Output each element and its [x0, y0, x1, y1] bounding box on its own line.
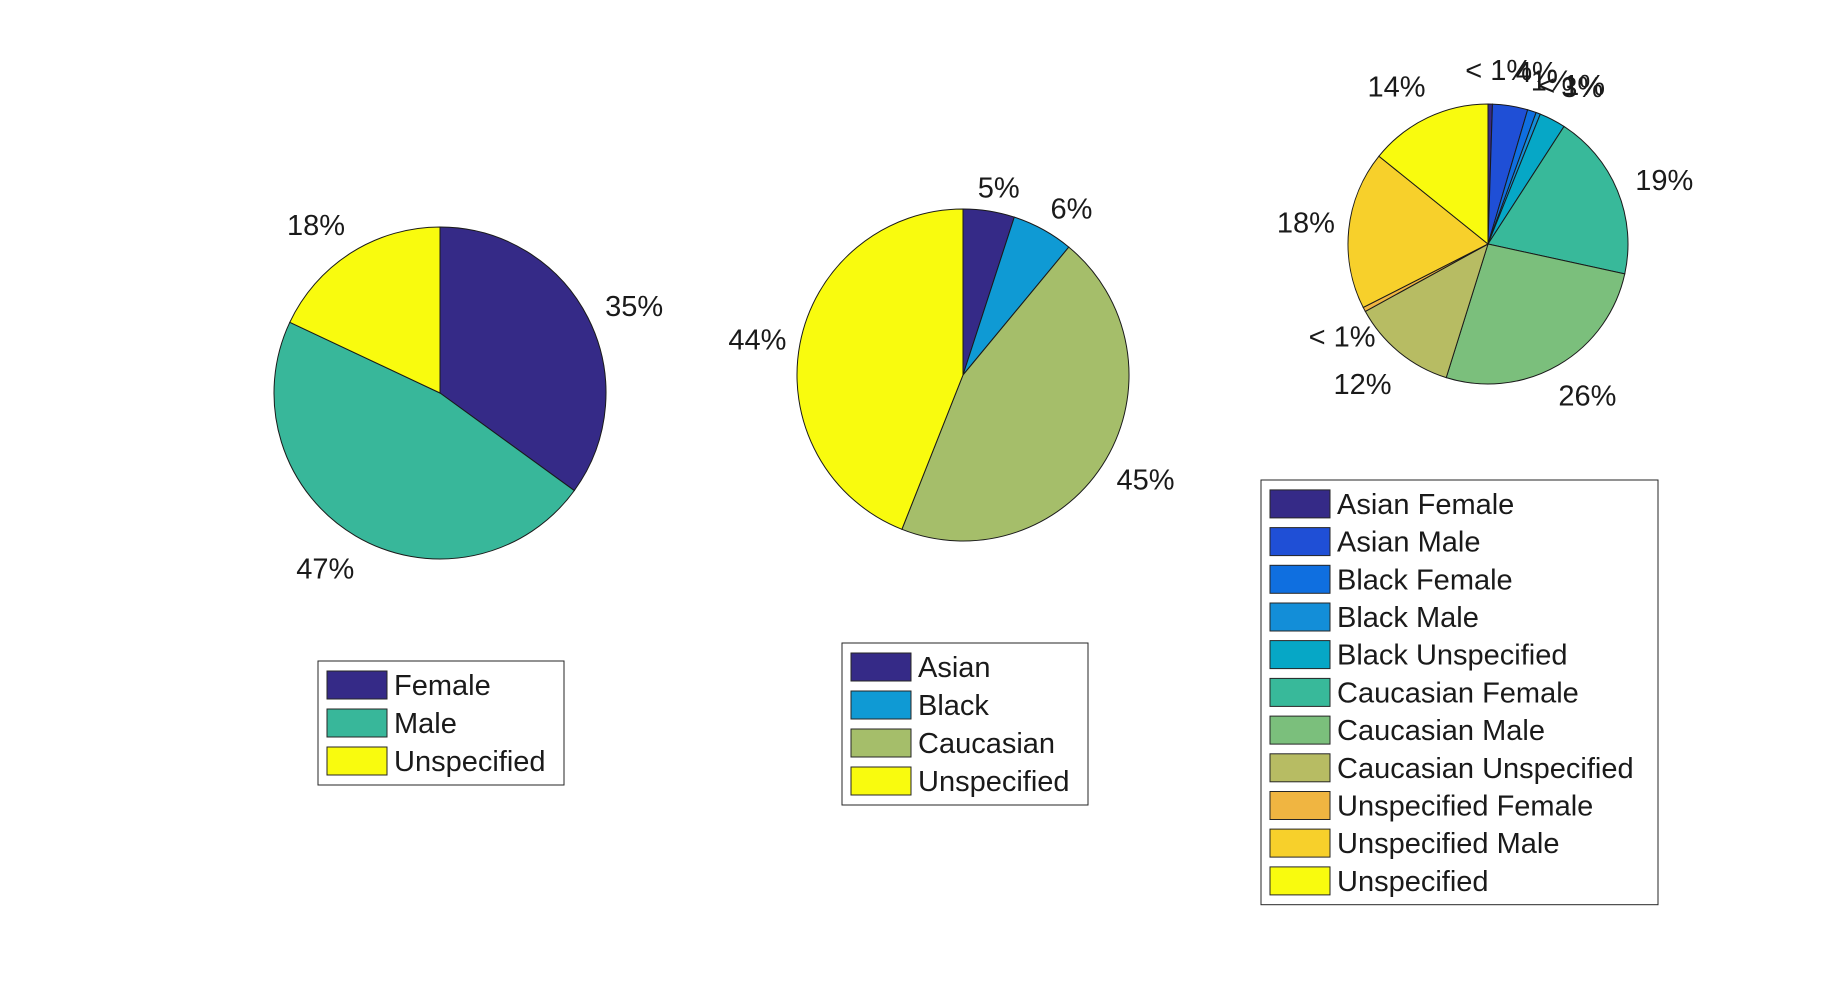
pie-1-slice-female	[439, 226, 607, 492]
legend-2-swatch-caucasian	[850, 728, 912, 758]
legend-3-swatch-black-unspecified	[1269, 640, 1331, 670]
pie-1-label-unspecified: 18%	[287, 210, 345, 242]
legend-3-entry-black-female: Black Female	[1337, 564, 1513, 596]
pie-3-label-unspecified-male: 18%	[1277, 208, 1335, 240]
legend-3-entry-caucasian-unspecified: Caucasian Unspecified	[1337, 753, 1634, 785]
legend-3-swatch-unspecified-female	[1269, 791, 1331, 820]
pie-3-label-unspecified: 14%	[1367, 72, 1425, 104]
legend-3-swatch-unspecified-male	[1269, 828, 1331, 858]
legend-2-entry-unspecified: Unspecified	[918, 766, 1070, 798]
pie-2-slice-unspecified	[796, 208, 964, 530]
pie-3-label-caucasian-female: 19%	[1635, 165, 1693, 197]
pie-3-label-asian-male: 4%	[1516, 57, 1558, 89]
pie-3-slice-unspecified	[1378, 103, 1489, 246]
legend-1-entry-unspecified: Unspecified	[394, 746, 546, 778]
pie-3-label-asian-female: < 1%	[1465, 55, 1532, 87]
pie-chart-2: 5% 6% 45% 44%	[728, 172, 1175, 542]
pie-3-label-black-unspecified: 3%	[1561, 72, 1603, 104]
pie-3-label-caucasian-unspecified: 12%	[1334, 369, 1392, 401]
pie-2-label-black: 6%	[1051, 194, 1093, 226]
legend-3-entry-asian-male: Asian Male	[1337, 527, 1480, 559]
legend-3-entry-asian-female: Asian Female	[1337, 489, 1514, 521]
legend-3-entry-black-unspecified: Black Unspecified	[1337, 640, 1568, 672]
legend-3-swatch-asian-male	[1269, 527, 1331, 557]
pie-1-label-female: 35%	[605, 291, 663, 323]
pie-3-label-caucasian-male: 26%	[1558, 380, 1616, 412]
legend-1-swatch-female	[326, 670, 388, 700]
pie-3-label-black-female: 1%	[1531, 66, 1573, 98]
legend-3-swatch-unspecified	[1269, 866, 1331, 896]
legend-3-swatch-black-male	[1269, 602, 1331, 632]
pie-2-label-caucasian: 45%	[1117, 465, 1175, 497]
legend-2: Asian Black Caucasian Unspecified	[841, 642, 1089, 806]
pie-3-label-unspecified-female: < 1%	[1309, 322, 1376, 354]
legend-3: Asian Female Asian Male Black Female Black …	[1260, 479, 1659, 906]
legend-3-entry-black-male: Black Male	[1337, 602, 1479, 634]
pie-2-slice-caucasian	[901, 246, 1130, 542]
legend-3-entry-caucasian-female: Caucasian Female	[1337, 677, 1579, 709]
legend-2-swatch-asian	[850, 652, 912, 682]
pie-chart-1: 35% 47% 18%	[273, 210, 663, 585]
pie-2-label-asian: 5%	[978, 172, 1020, 204]
legend-1-swatch-unspecified	[326, 746, 388, 776]
pie-1-label-male: 47%	[296, 553, 354, 585]
pie-1-slice-unspecified	[289, 226, 441, 394]
legend-2-entry-black: Black	[918, 690, 989, 722]
legend-1: Female Male Unspecified	[317, 660, 565, 786]
legend-1-entry-female: Female	[394, 670, 491, 702]
legend-3-entry-caucasian-male: Caucasian Male	[1337, 715, 1545, 747]
legend-3-swatch-caucasian-male	[1269, 715, 1331, 745]
pie-3-slice-unspecified-male	[1347, 155, 1489, 309]
pie-2-label-unspecified: 44%	[728, 324, 786, 356]
legend-1-swatch-male	[326, 708, 388, 738]
legend-3-entry-unspecified: Unspecified	[1337, 866, 1489, 898]
legend-2-swatch-black	[850, 690, 912, 720]
pie-1-slice-male	[273, 321, 575, 560]
legend-3-entry-unspecified-female: Unspecified Female	[1337, 791, 1593, 823]
legend-3-swatch-black-female	[1269, 564, 1331, 594]
legend-3-swatch-caucasian-female	[1269, 677, 1331, 707]
legend-1-entry-male: Male	[394, 708, 457, 740]
pie-3-slice-caucasian-male	[1445, 243, 1626, 385]
legend-3-swatch-caucasian-unspecified	[1269, 753, 1331, 783]
legend-3-swatch-asian-female	[1269, 489, 1331, 519]
pie-3-slice-caucasian-unspecified	[1364, 242, 1489, 379]
legend-2-entry-caucasian: Caucasian	[918, 728, 1055, 760]
legend-2-entry-asian: Asian	[918, 652, 991, 684]
legend-2-swatch-unspecified	[850, 766, 912, 796]
legend-3-entry-unspecified-male: Unspecified Male	[1337, 828, 1559, 860]
pie-chart-3: < 1%4%1%< 1%3%19%26%12%< 1%18%14%	[1277, 55, 1693, 412]
pie-3-label-black-male: < 1%	[1538, 70, 1605, 102]
pie-3-slice-caucasian-female	[1487, 125, 1629, 275]
charts-layer: 35% 47% 18% Female Male Unspecified 5% 6% 45% 44%…	[273, 55, 1693, 906]
